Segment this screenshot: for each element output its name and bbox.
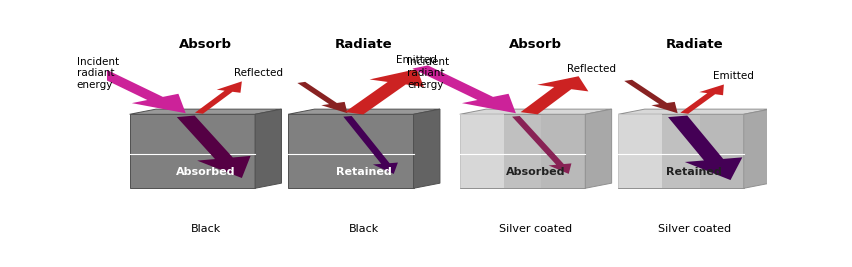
Text: Silver coated: Silver coated [499, 223, 573, 234]
Text: Black: Black [190, 223, 221, 234]
Text: Incident
radiant
energy: Incident radiant energy [77, 57, 119, 90]
Polygon shape [343, 116, 398, 174]
Polygon shape [288, 109, 440, 114]
Text: Reflected: Reflected [567, 64, 616, 74]
Polygon shape [255, 109, 281, 188]
Polygon shape [512, 116, 572, 174]
Polygon shape [130, 109, 281, 114]
Text: Black: Black [348, 223, 379, 234]
Text: Absorbed: Absorbed [506, 167, 566, 177]
Polygon shape [744, 109, 770, 188]
Polygon shape [699, 114, 744, 188]
Polygon shape [177, 116, 250, 178]
Polygon shape [625, 80, 677, 113]
Text: Emitted: Emitted [395, 55, 436, 65]
Polygon shape [460, 114, 504, 188]
Text: Absorbed: Absorbed [176, 167, 235, 177]
Polygon shape [288, 114, 413, 188]
Text: Emitted: Emitted [712, 71, 753, 81]
Polygon shape [619, 114, 662, 188]
Text: Silver coated: Silver coated [658, 223, 731, 234]
Polygon shape [585, 109, 612, 188]
Polygon shape [297, 82, 348, 113]
Text: Absorb: Absorb [179, 38, 232, 51]
Polygon shape [521, 76, 589, 114]
Polygon shape [130, 114, 255, 188]
Polygon shape [541, 114, 585, 188]
Polygon shape [83, 65, 186, 113]
Polygon shape [668, 116, 742, 180]
Polygon shape [345, 69, 424, 115]
Polygon shape [680, 84, 724, 114]
Text: Retained: Retained [666, 167, 722, 177]
Text: Radiate: Radiate [665, 38, 723, 51]
Text: Retained: Retained [337, 167, 392, 177]
Text: Reflected: Reflected [234, 68, 283, 78]
Text: Absorb: Absorb [509, 38, 562, 51]
Polygon shape [412, 65, 515, 113]
Polygon shape [619, 109, 770, 114]
Polygon shape [195, 81, 242, 114]
Text: Incident
radiant
energy: Incident radiant energy [407, 57, 449, 90]
Polygon shape [460, 114, 585, 188]
Polygon shape [413, 109, 440, 188]
Text: Radiate: Radiate [335, 38, 393, 51]
Polygon shape [460, 109, 612, 114]
Polygon shape [619, 114, 744, 188]
